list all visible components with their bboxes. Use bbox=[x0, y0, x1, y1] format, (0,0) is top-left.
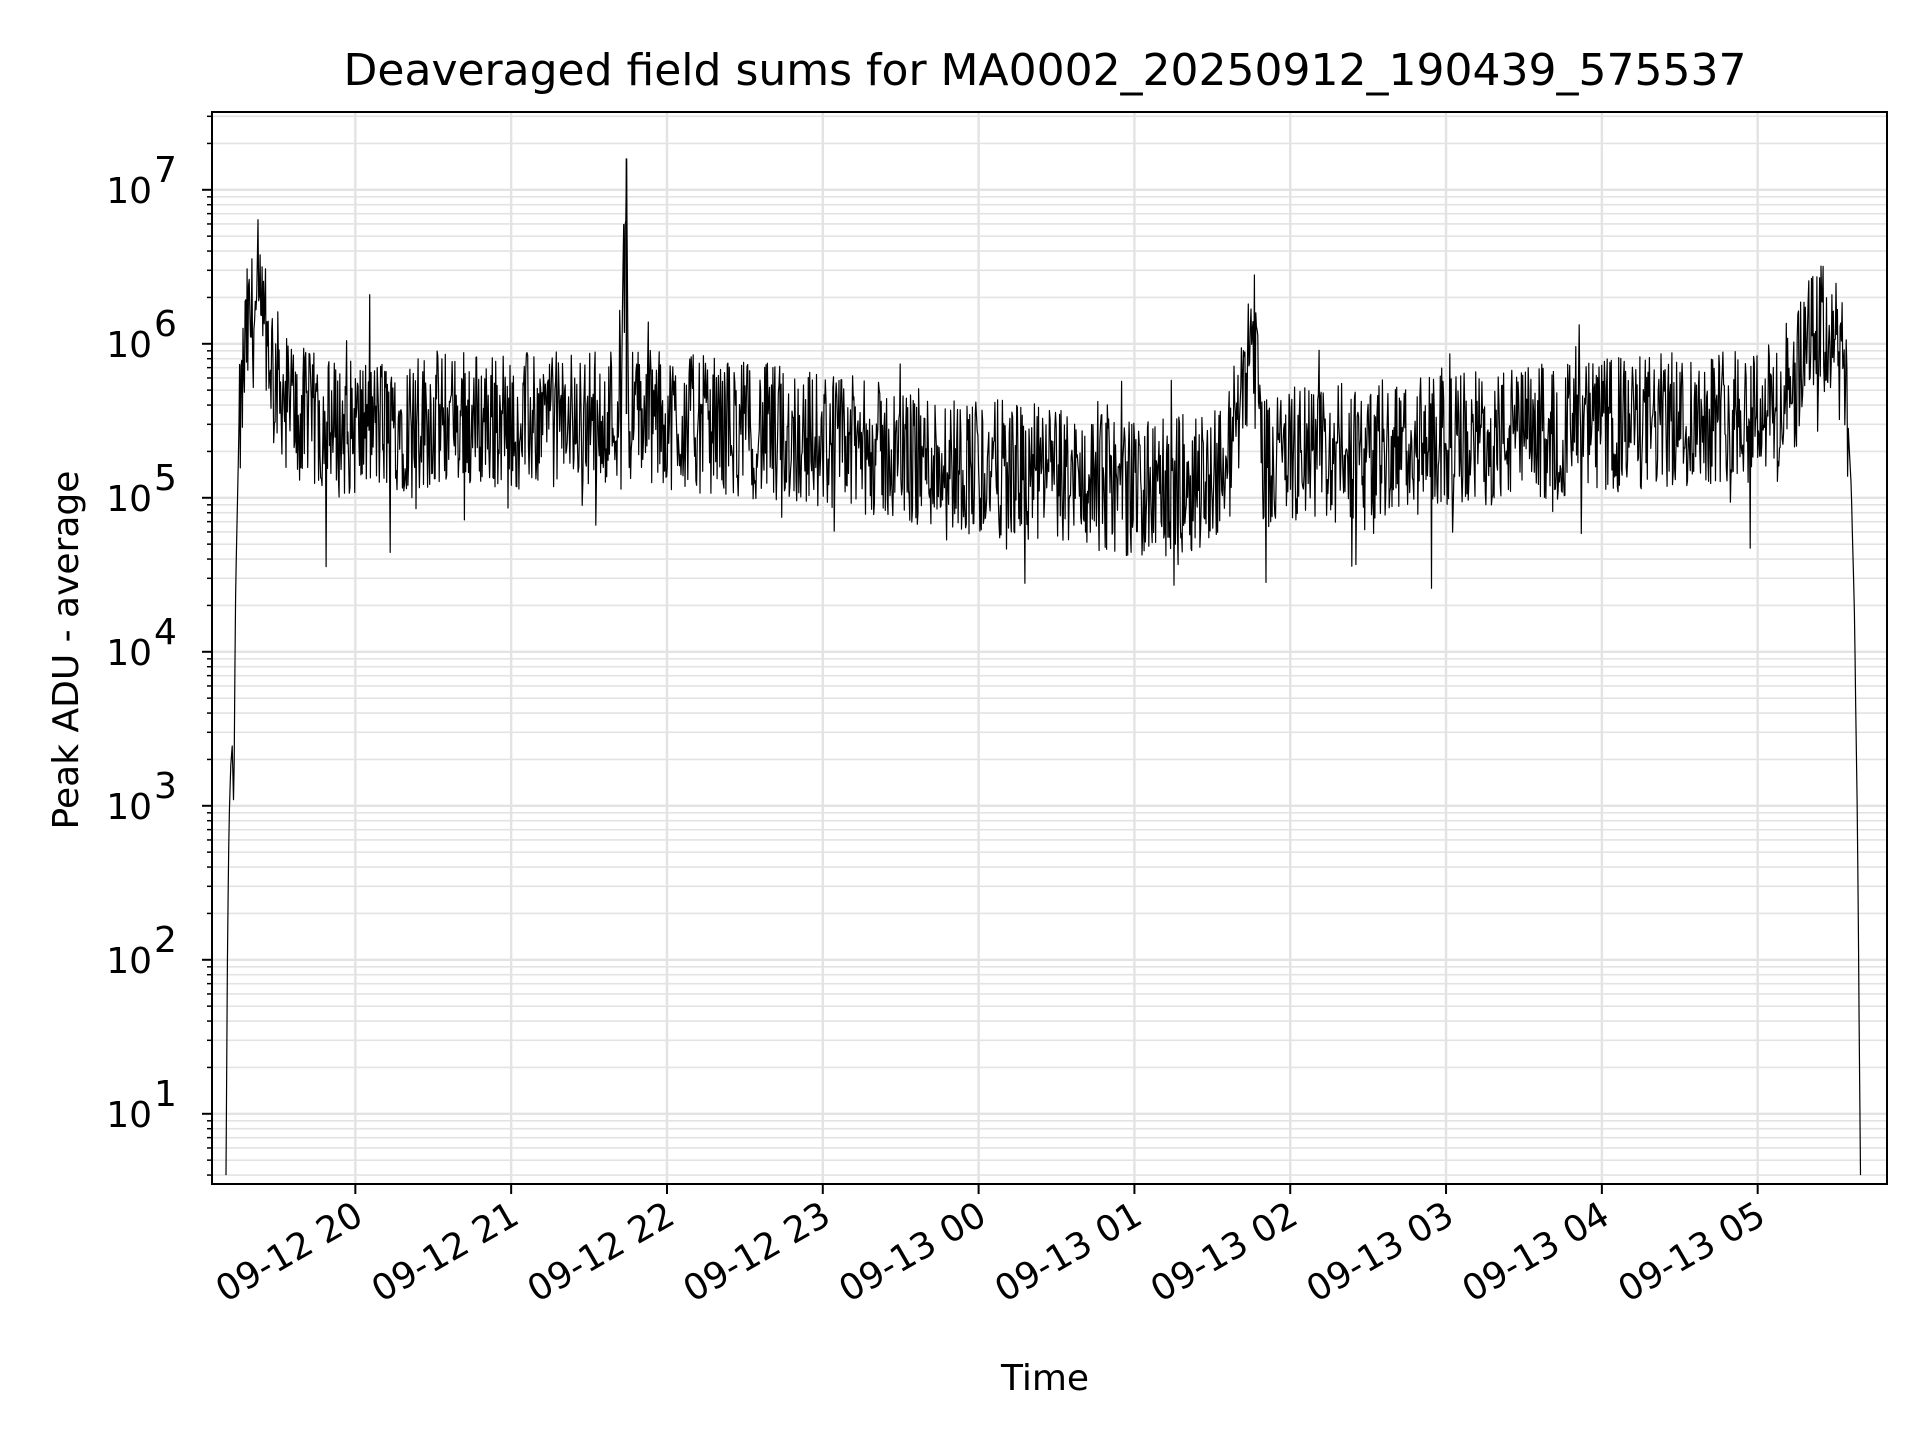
y-tick-label: 10 bbox=[106, 787, 152, 828]
y-tick-exponent: 5 bbox=[154, 458, 177, 499]
y-tick-label: 10 bbox=[106, 479, 152, 520]
x-axis-label: Time bbox=[1000, 1358, 1089, 1399]
y-tick-exponent: 1 bbox=[154, 1074, 177, 1115]
y-tick-exponent: 6 bbox=[154, 304, 177, 345]
grid bbox=[212, 112, 1887, 1184]
chart-title: Deaveraged field sums for MA0002_2025091… bbox=[344, 45, 1747, 96]
y-tick-label: 10 bbox=[106, 941, 152, 982]
series-layer bbox=[225, 158, 1862, 1176]
plot-frame bbox=[211, 111, 1888, 1185]
y-tick-label: 10 bbox=[106, 1095, 152, 1136]
y-tick-label: 10 bbox=[106, 325, 152, 366]
y-tick-exponent: 7 bbox=[154, 150, 177, 191]
y-axis-label: Peak ADU - average bbox=[46, 471, 87, 830]
series-line bbox=[225, 160, 1862, 1176]
y-tick-exponent: 2 bbox=[154, 920, 177, 961]
y-tick-label: 10 bbox=[106, 171, 152, 212]
y-tick-exponent: 4 bbox=[154, 612, 177, 653]
y-tick-exponent: 3 bbox=[154, 766, 177, 807]
y-tick-label: 10 bbox=[106, 633, 152, 674]
